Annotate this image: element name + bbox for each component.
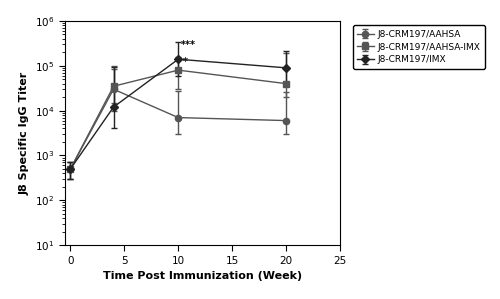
Legend: J8-CRM197/AAHSA, J8-CRM197/AAHSA-IMX, J8-CRM197/IMX: J8-CRM197/AAHSA, J8-CRM197/AAHSA-IMX, J8… bbox=[353, 25, 484, 69]
Text: *: * bbox=[182, 57, 188, 67]
X-axis label: Time Post Immunization (Week): Time Post Immunization (Week) bbox=[103, 271, 302, 281]
Text: ***: *** bbox=[180, 40, 196, 51]
Y-axis label: J8 Specific IgG Titer: J8 Specific IgG Titer bbox=[20, 71, 30, 195]
